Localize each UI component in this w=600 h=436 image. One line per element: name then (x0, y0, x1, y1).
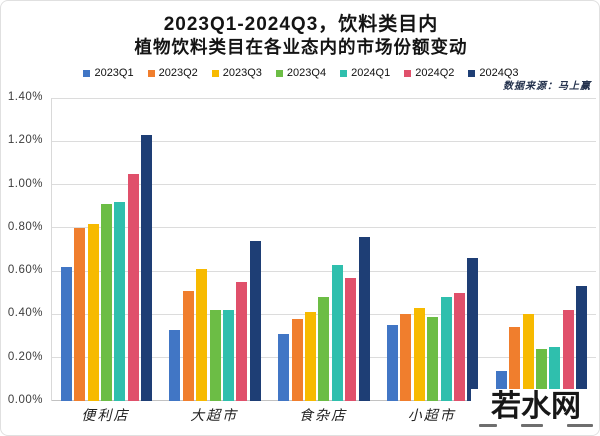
legend-item-2023Q1: 2023Q1 (83, 67, 134, 79)
bar-group-小超市 (378, 98, 487, 401)
bar-2023Q1-小超市 (387, 325, 399, 401)
bar-2024Q3-便利店 (141, 134, 153, 401)
y-tick-label: 1.20% (7, 134, 43, 147)
legend-item-2023Q2: 2023Q2 (147, 67, 198, 79)
legend-label: 2024Q2 (415, 67, 455, 79)
y-tick-label: 0.80% (7, 220, 43, 233)
watermark-subtext-smudge (521, 424, 543, 427)
y-tick-label: 1.40% (7, 91, 43, 103)
bar-2024Q3-大超市 (249, 240, 261, 401)
gridline (52, 184, 596, 186)
bar-2023Q1-便利店 (60, 266, 72, 401)
legend-item-2024Q3: 2024Q3 (468, 67, 519, 79)
bar-group-大超市 (161, 98, 270, 401)
x-category-label: 便利店 (81, 409, 130, 424)
bar-2023Q4-便利店 (100, 204, 112, 401)
bar-2023Q1-group-5 (495, 370, 507, 401)
legend-label: 2023Q2 (158, 67, 198, 79)
legend-swatch-icon (468, 69, 476, 77)
bar-2023Q3-小超市 (413, 307, 425, 401)
plot-area (51, 97, 596, 401)
legend-label: 2023Q4 (286, 67, 327, 79)
bar-2024Q2-便利店 (127, 173, 139, 401)
legend-item-2024Q1: 2024Q1 (340, 67, 390, 79)
chart-title-line2: 植物饮料类目在各业态内的市场份额变动 (134, 37, 468, 57)
watermark-text: 若水网 (491, 390, 581, 423)
y-tick-label: 0.40% (7, 307, 43, 320)
bar-2024Q2-大超市 (236, 281, 248, 401)
bar-2023Q3-大超市 (196, 268, 208, 401)
gridline (52, 97, 596, 99)
bar-2023Q3-便利店 (87, 223, 99, 401)
legend-swatch-icon (147, 69, 155, 77)
bar-2023Q4-食杂店 (318, 297, 330, 401)
bar-group-group-5 (487, 98, 596, 401)
bar-2023Q2-group-5 (509, 327, 521, 401)
bar-2024Q3-小超市 (467, 258, 479, 401)
y-axis: 0.00% 0.20% 0.40% 0.60% 0.80% 1.00% 1.20% 1.40% (1, 91, 47, 406)
x-category-label: 食杂店 (298, 409, 347, 424)
bar-2024Q1-group-5 (549, 346, 561, 401)
bar-2023Q2-小超市 (400, 314, 412, 401)
bar-2023Q2-食杂店 (291, 318, 303, 401)
bar-2024Q2-小超市 (454, 292, 466, 401)
chart-title-line1: 2023Q1-2024Q3，饮料类目内 (163, 14, 439, 35)
bar-2023Q3-group-5 (522, 314, 534, 401)
legend-swatch-icon (404, 69, 412, 77)
legend-label: 2023Q3 (222, 67, 262, 79)
watermark-subtext-smudge (567, 424, 593, 427)
legend-swatch-icon (275, 69, 283, 77)
y-tick-label: 0.60% (7, 264, 43, 277)
bar-2023Q4-group-5 (536, 349, 548, 401)
legend-swatch-icon (340, 69, 348, 77)
bar-2024Q2-食杂店 (345, 277, 357, 401)
bar-2023Q2-便利店 (74, 227, 86, 401)
y-tick-label: 1.00% (7, 177, 43, 190)
bar-2024Q2-group-5 (562, 310, 574, 401)
bar-group-便利店 (52, 98, 161, 401)
watermark-subtext (479, 424, 593, 427)
bar-2024Q1-小超市 (440, 297, 452, 401)
legend-item-2024Q2: 2024Q2 (404, 67, 454, 79)
legend-swatch-icon (211, 69, 219, 77)
legend-item-2023Q3: 2023Q3 (211, 67, 262, 79)
x-category-label: 大超市 (190, 409, 239, 424)
data-source-label: 数据来源：马上赢 (503, 81, 591, 92)
legend: 2023Q1 2023Q2 2023Q3 2023Q4 2024Q1 2024Q2 2024… (1, 64, 599, 82)
legend-swatch-icon (83, 69, 91, 77)
bar-2023Q1-大超市 (169, 329, 181, 401)
watermark: 若水网 (471, 389, 599, 435)
legend-label: 2024Q3 (479, 67, 519, 79)
gridline (52, 140, 596, 142)
watermark-subtext-smudge (479, 424, 497, 427)
gridline (52, 227, 596, 229)
bar-group-食杂店 (270, 98, 379, 401)
bar-2023Q4-小超市 (427, 316, 439, 401)
bar-2023Q4-大超市 (209, 310, 221, 401)
bar-2024Q1-大超市 (223, 310, 235, 401)
legend-item-2023Q4: 2023Q4 (275, 67, 327, 79)
gridline (52, 270, 596, 272)
bar-2024Q1-食杂店 (331, 264, 343, 401)
x-category-label: 小超市 (407, 409, 456, 424)
y-tick-label: 0.00% (7, 394, 43, 406)
bar-2023Q1-食杂店 (278, 333, 290, 401)
legend-label: 2024Q1 (351, 67, 391, 79)
bar-2024Q3-食杂店 (358, 236, 370, 401)
x-axis: 便利店 大超市 食杂店 小超市 (51, 405, 595, 429)
legend-label: 2023Q1 (94, 67, 134, 79)
bar-2023Q2-大超市 (182, 290, 194, 401)
bar-2023Q3-食杂店 (305, 312, 317, 401)
bar-2024Q1-便利店 (114, 201, 126, 401)
bar-2024Q3-group-5 (576, 286, 588, 401)
y-tick-label: 0.20% (7, 350, 43, 363)
